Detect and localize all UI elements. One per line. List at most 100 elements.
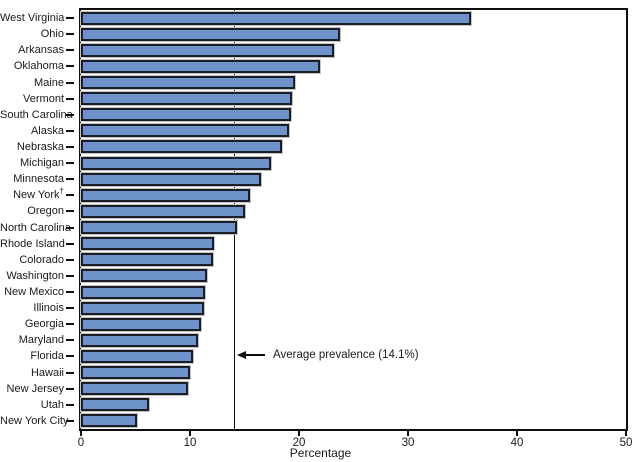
category-label-oregon: Oregon xyxy=(27,205,64,218)
bar-new-york-city xyxy=(80,413,138,429)
x-tick-label-10: 10 xyxy=(183,437,197,449)
category-label-south-carolina: South Carolina xyxy=(0,108,73,121)
y-tick-mark xyxy=(66,307,74,310)
y-tick-mark xyxy=(66,371,74,374)
y-tick-mark xyxy=(66,65,74,68)
x-tick-mark-0 xyxy=(80,431,82,436)
bar-maine xyxy=(80,75,296,91)
x-tick-label-50: 50 xyxy=(619,437,633,449)
category-label-hawaii: Hawaii xyxy=(30,366,64,379)
category-label-vermont: Vermont xyxy=(23,92,64,105)
category-label-utah: Utah xyxy=(40,398,64,411)
y-tick-mark xyxy=(66,226,74,229)
x-tick-mark-30 xyxy=(407,431,409,436)
category-label-florida: Florida xyxy=(30,350,64,363)
y-tick-mark xyxy=(66,145,74,148)
x-tick-mark-40 xyxy=(516,431,518,436)
category-label-rhode-island: Rhode Island xyxy=(0,237,65,250)
category-label-minnesota: Minnesota xyxy=(13,173,64,186)
average-annotation-label: Average prevalence (14.1%) xyxy=(273,349,419,361)
x-tick-label-40: 40 xyxy=(510,437,524,449)
y-tick-mark xyxy=(66,291,74,294)
category-label-washington: Washington xyxy=(6,269,64,282)
category-label-west-virginia: West Virginia xyxy=(0,12,65,25)
bar-utah xyxy=(80,397,150,413)
bar-washington xyxy=(79,268,209,284)
bar-rhode-island xyxy=(80,236,215,252)
category-label-illinois: Illinois xyxy=(33,302,64,315)
y-tick-mark xyxy=(66,258,74,261)
y-tick-mark xyxy=(66,419,74,422)
category-label-alaska: Alaska xyxy=(30,124,64,137)
y-tick-mark xyxy=(66,194,74,197)
bar-alaska xyxy=(79,123,291,139)
x-tick-mark-20 xyxy=(298,431,300,436)
average-line xyxy=(233,10,236,429)
bar-ohio xyxy=(79,26,342,42)
bar-florida xyxy=(79,348,195,364)
category-label-arkansas: Arkansas xyxy=(18,44,64,57)
y-tick-mark xyxy=(66,129,74,132)
category-label-maine: Maine xyxy=(34,76,64,89)
category-label-oklahoma: Oklahoma xyxy=(13,60,64,73)
category-label-new-jersey: New Jersey xyxy=(6,382,64,395)
y-tick-mark xyxy=(66,33,74,36)
y-tick-mark xyxy=(66,323,74,326)
y-tick-mark xyxy=(66,17,74,20)
category-label-maryland: Maryland xyxy=(18,334,64,347)
bar-oregon xyxy=(80,203,246,219)
x-tick-label-0: 0 xyxy=(77,437,85,449)
y-tick-mark xyxy=(66,113,74,116)
y-tick-mark xyxy=(66,242,74,245)
y-tick-mark xyxy=(66,355,74,358)
x-tick-label-30: 30 xyxy=(401,437,415,449)
x-tick-mark-10 xyxy=(189,431,191,436)
bar-maryland xyxy=(80,332,199,348)
bar-new-jersey xyxy=(80,381,189,397)
bar-minnesota xyxy=(80,171,262,187)
arrow-shaft xyxy=(246,354,265,356)
x-axis-title: Percentage xyxy=(289,446,352,460)
category-label-ohio: Ohio xyxy=(40,28,64,41)
category-label-new-york-city: New York City xyxy=(0,414,69,427)
bar-colorado xyxy=(80,252,214,268)
category-label-nebraska: Nebraska xyxy=(16,140,64,153)
x-tick-label-20: 20 xyxy=(292,437,306,449)
category-label-michigan: Michigan xyxy=(19,157,64,170)
bar-new-mexico xyxy=(79,284,207,300)
bar-michigan xyxy=(80,155,272,171)
category-label-new-mexico: New Mexico xyxy=(4,286,64,299)
y-tick-mark xyxy=(66,387,74,390)
y-tick-mark xyxy=(66,339,74,342)
category-label-new-york: New York† xyxy=(13,186,64,202)
bar-hawaii xyxy=(80,365,191,381)
y-tick-mark xyxy=(66,274,74,277)
plot-area xyxy=(79,8,628,431)
y-tick-mark xyxy=(66,81,74,84)
category-label-georgia: Georgia xyxy=(24,318,64,331)
bar-west-virginia xyxy=(79,10,473,26)
y-tick-mark xyxy=(66,403,74,406)
arrow-left-icon xyxy=(237,351,246,359)
bar-georgia xyxy=(80,316,202,332)
y-tick-mark xyxy=(66,162,74,165)
bar-vermont xyxy=(79,91,294,107)
dagger-footnote-marker: † xyxy=(59,186,64,196)
bar-illinois xyxy=(79,300,206,316)
plot-inner xyxy=(79,10,626,429)
y-tick-mark xyxy=(66,178,74,181)
x-tick-mark-50 xyxy=(625,431,627,436)
bar-north-carolina xyxy=(80,220,238,236)
y-tick-mark xyxy=(66,97,74,100)
category-label-colorado: Colorado xyxy=(19,253,64,266)
category-label-north-carolina: North Carolina xyxy=(0,221,71,234)
bar-arkansas xyxy=(80,42,335,58)
bar-nebraska xyxy=(80,139,283,155)
bar-new-york xyxy=(80,187,251,203)
y-tick-mark xyxy=(66,49,74,52)
bar-south-carolina xyxy=(79,107,293,123)
bar-oklahoma xyxy=(80,58,321,74)
y-tick-mark xyxy=(66,210,74,213)
average-annotation: Average prevalence (14.1%) xyxy=(237,346,419,364)
